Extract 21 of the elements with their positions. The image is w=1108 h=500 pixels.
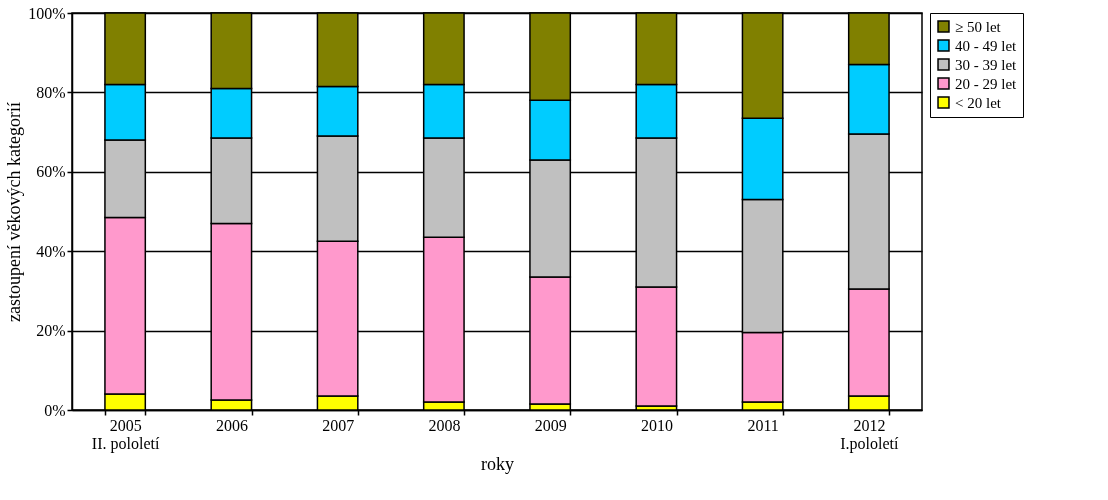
x-tick-label: 2010 [640, 416, 673, 434]
x-tick-label: 2008 [428, 416, 461, 434]
y-axis-title: zastoupení věkových kategorií [4, 102, 25, 322]
y-tick-label: 40% [36, 242, 66, 260]
x-tick-label: 2006 [215, 416, 248, 434]
x-tick-label: 2011 [747, 416, 779, 434]
y-tick-label: 0% [44, 401, 66, 419]
x-tick-label: 2012 I.pololetí [840, 416, 900, 453]
x-tick-label: 2005 II. pololetí [91, 416, 160, 453]
x-axis-title: roky [481, 453, 514, 474]
y-tick-label: 80% [36, 83, 66, 101]
legend-label: 40 - 49 let [955, 37, 1018, 54]
legend-label: 30 - 39 let [955, 56, 1018, 73]
legend-label: 20 - 29 let [955, 75, 1018, 92]
legend-label: < 20 let [955, 94, 1002, 111]
legend-label: ≥ 50 let [955, 18, 1002, 35]
x-tick-label: 2007 [322, 416, 355, 434]
y-tick-label: 100% [28, 4, 66, 22]
x-tick-label: 2009 [534, 416, 567, 434]
y-tick-label: 60% [36, 163, 66, 181]
y-tick-label: 20% [36, 322, 66, 340]
